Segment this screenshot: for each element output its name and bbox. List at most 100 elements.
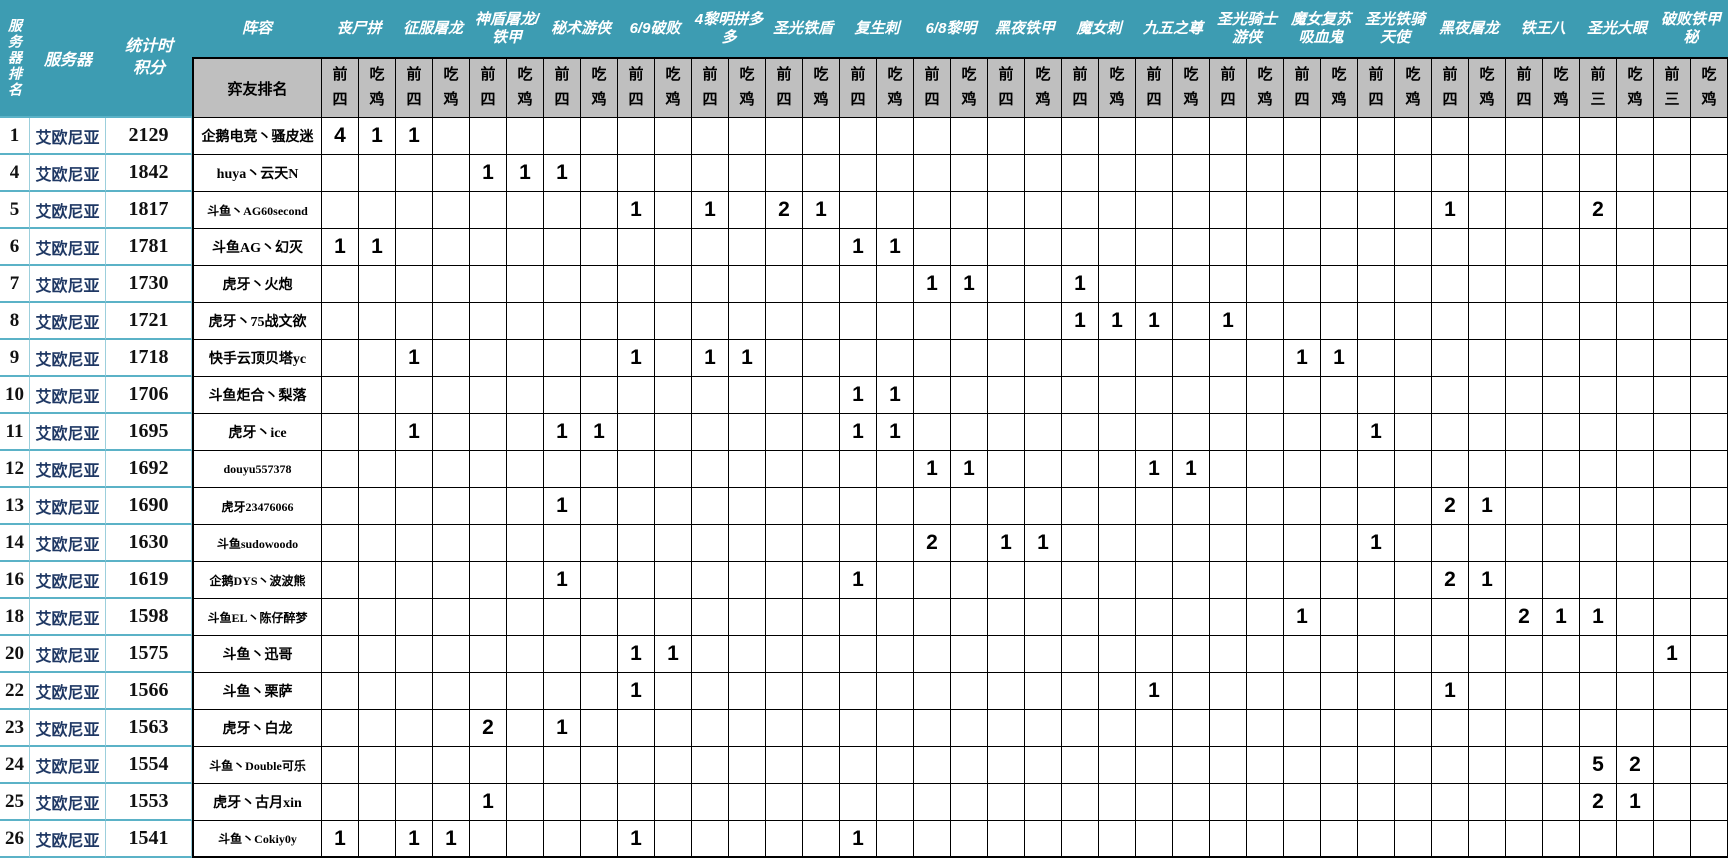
grid-cell[interactable] [1284,451,1321,488]
grid-cell[interactable] [729,118,766,155]
grid-cell[interactable] [618,303,655,340]
grid-cell[interactable] [1506,340,1543,377]
subcol-header-win[interactable]: 吃鸡 [1321,57,1358,118]
grid-cell[interactable]: 2 [914,525,951,562]
grid-cell[interactable] [840,303,877,340]
grid-cell[interactable] [507,747,544,784]
grid-cell[interactable] [988,784,1025,821]
grid-cell[interactable] [1284,525,1321,562]
comp-header[interactable]: 丧尸拼 [322,0,396,57]
grid-cell[interactable] [359,784,396,821]
grid-cell[interactable] [1432,155,1469,192]
server-cell[interactable]: 艾欧尼亚 [30,525,106,562]
grid-cell[interactable]: 1 [470,155,507,192]
grid-cell[interactable] [544,266,581,303]
grid-cell[interactable] [1543,525,1580,562]
grid-cell[interactable]: 1 [1654,636,1691,673]
grid-cell[interactable] [1691,451,1728,488]
comp-header[interactable]: 黑夜铁甲 [988,0,1062,57]
grid-cell[interactable] [1543,747,1580,784]
grid-cell[interactable] [1025,451,1062,488]
grid-cell[interactable] [1617,636,1654,673]
grid-cell[interactable]: 1 [1062,266,1099,303]
grid-cell[interactable] [655,747,692,784]
grid-cell[interactable] [396,562,433,599]
grid-cell[interactable] [433,488,470,525]
grid-cell[interactable] [655,525,692,562]
grid-cell[interactable] [914,155,951,192]
grid-cell[interactable] [692,229,729,266]
grid-cell[interactable] [1210,747,1247,784]
grid-cell[interactable] [877,784,914,821]
comp-header[interactable]: 九五之尊 [1136,0,1210,57]
grid-cell[interactable] [1691,377,1728,414]
grid-cell[interactable] [840,488,877,525]
grid-cell[interactable] [581,118,618,155]
grid-cell[interactable] [1173,710,1210,747]
rank-cell[interactable]: 24 [0,747,30,784]
grid-cell[interactable] [507,340,544,377]
grid-cell[interactable] [1247,266,1284,303]
grid-cell[interactable] [1432,747,1469,784]
grid-cell[interactable] [1136,747,1173,784]
grid-cell[interactable] [581,377,618,414]
grid-cell[interactable] [1321,377,1358,414]
comp-header[interactable]: 圣光铁骑天使 [1358,0,1432,57]
grid-cell[interactable] [1284,155,1321,192]
grid-cell[interactable] [1654,266,1691,303]
grid-cell[interactable] [1543,710,1580,747]
grid-cell[interactable] [1395,377,1432,414]
grid-cell[interactable] [1395,303,1432,340]
grid-cell[interactable] [359,414,396,451]
grid-cell[interactable] [1358,340,1395,377]
grid-cell[interactable] [988,340,1025,377]
grid-cell[interactable] [1580,266,1617,303]
grid-cell[interactable] [840,636,877,673]
grid-cell[interactable] [1358,303,1395,340]
grid-cell[interactable] [1469,266,1506,303]
grid-cell[interactable] [1062,710,1099,747]
grid-cell[interactable] [1025,155,1062,192]
grid-cell[interactable] [692,821,729,858]
grid-cell[interactable] [877,488,914,525]
grid-cell[interactable] [1173,673,1210,710]
grid-cell[interactable]: 1 [1284,340,1321,377]
grid-cell[interactable] [692,673,729,710]
grid-cell[interactable] [988,710,1025,747]
grid-cell[interactable] [1395,266,1432,303]
grid-cell[interactable] [951,673,988,710]
grid-cell[interactable] [1506,710,1543,747]
points-cell[interactable]: 1692 [106,451,192,488]
grid-cell[interactable]: 1 [840,229,877,266]
grid-cell[interactable]: 1 [840,377,877,414]
grid-cell[interactable] [507,599,544,636]
grid-cell[interactable] [359,599,396,636]
grid-cell[interactable] [1062,451,1099,488]
grid-cell[interactable] [1062,821,1099,858]
grid-cell[interactable] [1136,340,1173,377]
grid-cell[interactable] [840,673,877,710]
grid-cell[interactable] [1173,784,1210,821]
grid-cell[interactable] [581,673,618,710]
grid-cell[interactable] [1284,192,1321,229]
grid-cell[interactable] [1136,636,1173,673]
points-cell[interactable]: 1619 [106,562,192,599]
grid-cell[interactable] [1321,266,1358,303]
grid-cell[interactable] [1321,710,1358,747]
grid-cell[interactable] [692,377,729,414]
grid-cell[interactable] [951,636,988,673]
grid-cell[interactable] [359,266,396,303]
grid-cell[interactable]: 2 [1432,488,1469,525]
grid-cell[interactable]: 1 [951,266,988,303]
grid-cell[interactable]: 1 [618,673,655,710]
grid-cell[interactable] [433,303,470,340]
grid-cell[interactable] [877,599,914,636]
grid-cell[interactable] [1358,377,1395,414]
grid-cell[interactable] [914,562,951,599]
grid-cell[interactable] [433,118,470,155]
grid-cell[interactable] [655,488,692,525]
grid-cell[interactable] [322,414,359,451]
grid-cell[interactable] [1395,562,1432,599]
grid-cell[interactable] [729,821,766,858]
grid-cell[interactable] [544,525,581,562]
